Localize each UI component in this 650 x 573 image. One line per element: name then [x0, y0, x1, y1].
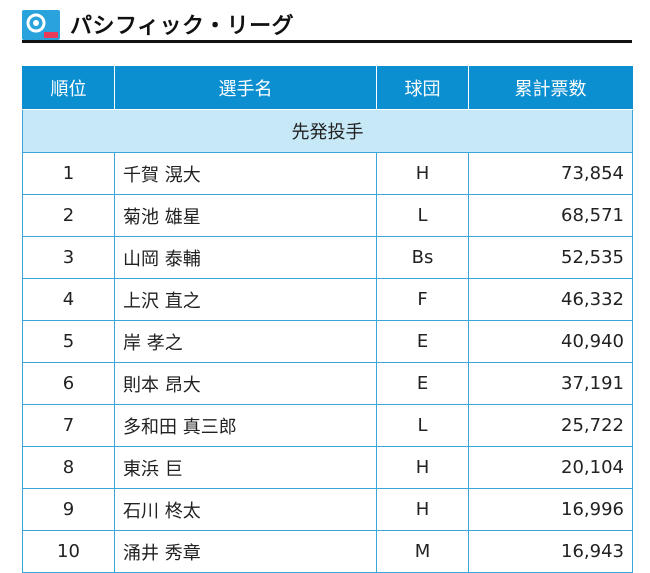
votes-cell: 25,722	[468, 404, 633, 447]
table-row: 10 涌井 秀章 M 16,943	[22, 530, 633, 573]
team-cell: F	[376, 278, 469, 321]
votes-cell: 52,535	[468, 236, 633, 279]
player-name-cell: 千賀 滉大	[114, 152, 377, 195]
rank-cell: 3	[22, 236, 115, 279]
team-cell: H	[376, 488, 469, 531]
player-name-cell: 則本 昂大	[114, 362, 377, 405]
rank-cell: 10	[22, 530, 115, 573]
player-name-cell: 多和田 真三郎	[114, 404, 377, 447]
player-name-cell: 涌井 秀章	[114, 530, 377, 573]
player-name-cell: 石川 柊太	[114, 488, 377, 531]
votes-cell: 16,996	[468, 488, 633, 531]
votes-cell: 37,191	[468, 362, 633, 405]
table-row: 3 山岡 泰輔 Bs 52,535	[22, 236, 633, 279]
rank-cell: 6	[22, 362, 115, 405]
table-row: 1 千賀 滉大 H 73,854	[22, 152, 633, 195]
page-header: パシフィック・リーグ	[22, 6, 632, 43]
rank-cell: 2	[22, 194, 115, 237]
team-cell: L	[376, 194, 469, 237]
column-header-rank: 順位	[22, 66, 115, 110]
rank-cell: 4	[22, 278, 115, 321]
rank-cell: 1	[22, 152, 115, 195]
player-name-cell: 岸 孝之	[114, 320, 377, 363]
section-row: 先発投手	[22, 109, 633, 153]
table-row: 7 多和田 真三郎 L 25,722	[22, 404, 633, 447]
rank-cell: 5	[22, 320, 115, 363]
standings-table: 順位 選手名 球団 累計票数 先発投手 1 千賀 滉大 H 73,854 2 菊池 雄星 L…	[22, 66, 633, 573]
votes-cell: 40,940	[468, 320, 633, 363]
votes-cell: 68,571	[468, 194, 633, 237]
player-name-cell: 上沢 直之	[114, 278, 377, 321]
player-name-cell: 山岡 泰輔	[114, 236, 377, 279]
player-name-cell: 東浜 巨	[114, 446, 377, 489]
team-cell: M	[376, 530, 469, 573]
rank-cell: 7	[22, 404, 115, 447]
rank-cell: 9	[22, 488, 115, 531]
votes-cell: 20,104	[468, 446, 633, 489]
rank-cell: 8	[22, 446, 115, 489]
pacific-league-logo-icon	[22, 10, 60, 40]
team-cell: E	[376, 320, 469, 363]
table-row: 2 菊池 雄星 L 68,571	[22, 194, 633, 237]
table-row: 8 東浜 巨 H 20,104	[22, 446, 633, 489]
votes-cell: 16,943	[468, 530, 633, 573]
column-header-player: 選手名	[114, 66, 377, 110]
team-cell: H	[376, 152, 469, 195]
votes-cell: 46,332	[468, 278, 633, 321]
team-cell: H	[376, 446, 469, 489]
team-cell: Bs	[376, 236, 469, 279]
team-cell: L	[376, 404, 469, 447]
table-row: 9 石川 柊太 H 16,996	[22, 488, 633, 531]
column-header-team: 球団	[376, 66, 469, 110]
team-cell: E	[376, 362, 469, 405]
votes-cell: 73,854	[468, 152, 633, 195]
table-row: 4 上沢 直之 F 46,332	[22, 278, 633, 321]
player-name-cell: 菊池 雄星	[114, 194, 377, 237]
table-header-row: 順位 選手名 球団 累計票数	[22, 66, 633, 110]
section-label: 先発投手	[22, 109, 633, 153]
table-row: 6 則本 昂大 E 37,191	[22, 362, 633, 405]
page-title: パシフィック・リーグ	[70, 14, 295, 39]
column-header-votes: 累計票数	[468, 66, 633, 110]
